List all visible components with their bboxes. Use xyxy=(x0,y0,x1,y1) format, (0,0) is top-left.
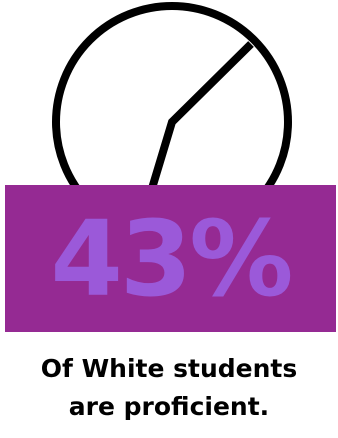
percent-stat: 43% xyxy=(50,197,294,320)
caption-line-1: Of White students xyxy=(40,354,298,383)
caption: Of White students are proficient. xyxy=(0,350,338,426)
caption-line-2: are proficient. xyxy=(68,392,270,421)
pie-slice-line xyxy=(146,41,254,197)
stat-band xyxy=(5,185,336,332)
